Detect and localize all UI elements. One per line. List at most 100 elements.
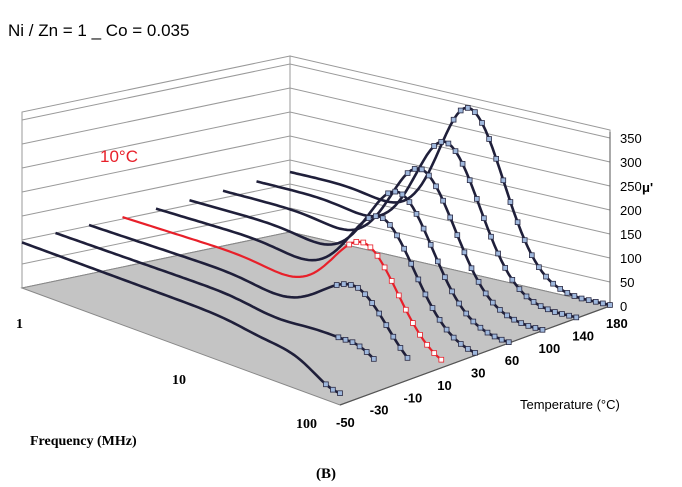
data-point [511,316,517,323]
data-point [564,290,571,296]
y-tick-label: 60 [505,353,519,368]
data-point [578,295,585,302]
data-point [450,116,457,123]
data-point [349,339,356,345]
data-point [427,241,434,248]
data-point [397,345,404,351]
chart-series-group [21,105,613,396]
panel-label: (B) [316,466,336,482]
data-point [521,237,528,243]
data-point [509,276,516,283]
data-point [488,233,494,240]
z-tick-label: 150 [620,227,642,242]
data-point [355,285,361,291]
data-point [379,215,386,222]
highlight-series-label: 10°C [100,147,138,166]
z-tick-label: 200 [620,203,642,218]
z-tick-label: 50 [620,275,634,290]
data-point [500,177,507,184]
data-point [573,314,580,321]
data-point [475,279,482,285]
data-point [372,213,379,220]
data-point [404,355,411,361]
data-point [593,298,599,305]
data-point [370,356,377,362]
data-point [443,326,450,333]
data-point [479,120,485,126]
data-point [498,336,505,343]
data-point [559,311,565,317]
data-point [489,299,496,306]
gridline [21,159,611,235]
data-point [363,349,370,355]
data-point [406,199,413,205]
data-point [543,273,549,280]
data-point [387,222,393,228]
series--30 [55,231,377,362]
series-140 [256,139,580,321]
data-point [413,211,420,217]
gridline [21,87,611,163]
data-point [438,356,445,363]
data-point [337,390,343,396]
y-tick-label: -30 [370,403,389,418]
data-point [415,276,422,283]
z-axis-label: μ' [642,180,653,195]
series-line [21,241,341,395]
data-point [525,323,532,329]
data-point [536,264,542,270]
data-point [484,329,491,336]
x-tick-label: 10 [172,373,186,388]
data-point [552,309,558,315]
data-point [362,291,368,297]
data-point [385,190,391,197]
data-point [486,136,492,142]
data-point [464,105,471,111]
series-line [88,223,409,359]
data-point [335,334,342,341]
data-point [402,306,409,313]
data-point [376,310,382,317]
x-tick-label: 1 [16,317,23,332]
data-point [330,386,336,393]
data-point [360,239,367,246]
chart-tick-labels: 0 50 100 150 200 250 300 350 1 10 100 -50 -30 -10 10 30… [16,131,642,432]
data-point [530,299,537,305]
y-tick-label: 100 [539,341,561,356]
data-point [420,225,427,232]
data-point [472,349,478,356]
data-point [495,250,501,257]
data-point [394,232,400,239]
data-point [388,278,395,284]
data-point [516,286,523,292]
data-point [383,322,390,328]
series-30 [155,207,478,356]
series-line [122,216,443,361]
data-point [465,346,471,352]
data-point [390,333,397,340]
data-point [493,155,499,162]
data-point [571,293,578,299]
data-point [537,303,544,309]
data-point [333,282,340,288]
data-point [404,170,411,176]
data-point [482,290,489,297]
data-point [418,166,425,173]
data-point [411,166,418,172]
series-180 [289,105,613,308]
data-point [356,343,363,350]
data-point [434,258,441,265]
data-point [504,312,510,319]
y-tick-label: -10 [404,390,423,405]
y-tick-label: -50 [336,415,355,430]
chart-walls [21,55,611,307]
data-point [323,381,329,388]
x-axis-label: Frequency (MHz) [30,434,137,449]
data-point [442,274,448,280]
y-tick-label: 140 [572,328,594,343]
data-point [431,143,437,149]
data-point [600,300,606,307]
x-tick-label: 100 [296,417,317,432]
data-point [529,252,535,259]
